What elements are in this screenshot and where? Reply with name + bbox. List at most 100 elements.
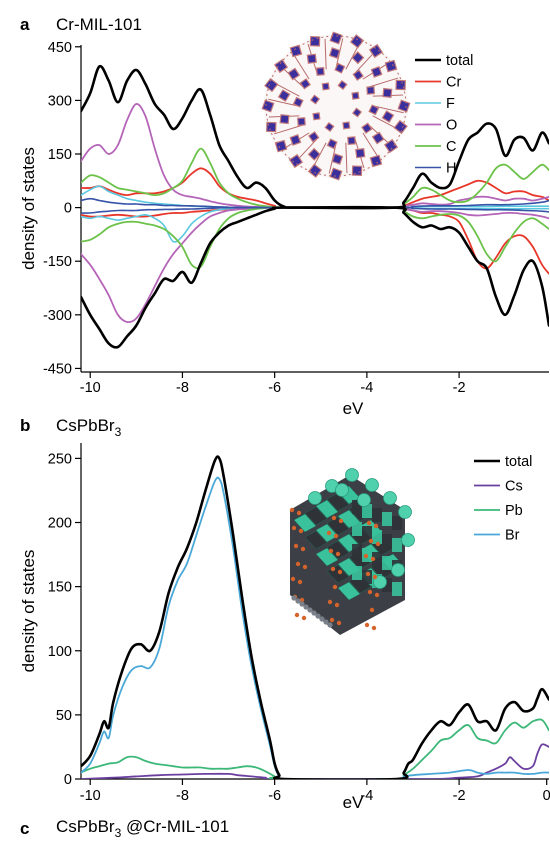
mof-node xyxy=(328,47,341,59)
x-tick-label: -2 xyxy=(453,380,466,396)
mof-linker xyxy=(373,105,404,114)
mof-node xyxy=(397,99,411,113)
br-atom xyxy=(290,576,296,582)
plot-area xyxy=(81,64,549,349)
y-tick-label: 250 xyxy=(48,451,72,467)
pb-atom xyxy=(291,595,297,601)
crystal-octahedron xyxy=(382,512,392,526)
br-atom xyxy=(296,510,302,516)
plot-area xyxy=(81,455,549,779)
x-tick-label: -10 xyxy=(80,380,101,396)
y-tick-label: 0 xyxy=(64,772,72,788)
cspbbr3-structure-image xyxy=(289,468,415,635)
br-atom xyxy=(297,579,303,585)
panel-a-title: Cr-MIL-101 xyxy=(56,15,142,34)
crystal-octahedron xyxy=(392,582,402,596)
br-atom xyxy=(369,607,375,613)
crystal-octahedron xyxy=(293,513,317,533)
br-atom xyxy=(289,507,295,513)
y-tick-label: 0 xyxy=(64,201,72,217)
mof-node xyxy=(351,51,365,65)
x-tick-label: -8 xyxy=(176,380,189,396)
y-tick-label: 200 xyxy=(48,516,72,532)
br-atom xyxy=(367,589,373,595)
mof-node xyxy=(321,82,330,91)
panel-a-letter: a xyxy=(20,15,30,34)
y-tick-label: 50 xyxy=(56,708,72,724)
mof-node xyxy=(347,136,356,146)
br-atom xyxy=(294,612,300,618)
br-atom xyxy=(326,530,332,536)
mof-node xyxy=(334,62,346,74)
mof-node xyxy=(297,117,306,126)
mof-node xyxy=(277,89,291,102)
pb-atom xyxy=(307,607,313,613)
br-atom xyxy=(372,574,378,580)
br-atom xyxy=(329,617,335,623)
br-atom xyxy=(300,546,306,552)
crystal-octahedron xyxy=(337,581,361,601)
crystal-octahedron xyxy=(352,522,362,536)
x-axis-label: eV xyxy=(343,793,364,812)
cs-atom xyxy=(357,493,371,507)
mof-linker xyxy=(368,77,399,88)
series-line-total-spin-down xyxy=(81,205,549,349)
y-tick-label: 100 xyxy=(48,644,72,660)
panel-c-title-main: CsPbBr xyxy=(56,817,115,836)
mof-node xyxy=(361,122,373,134)
mof-node xyxy=(288,153,304,169)
crystal-octahedron xyxy=(352,566,362,580)
y-tick-label: -450 xyxy=(43,361,72,377)
x-tick-label: -4 xyxy=(360,380,373,396)
x-tick-label: -2 xyxy=(453,788,466,804)
mof-node xyxy=(352,69,364,81)
mof-node xyxy=(337,79,348,91)
mof-node xyxy=(383,138,399,154)
mof-linker xyxy=(273,124,304,135)
mof-node xyxy=(342,121,351,130)
br-atom xyxy=(371,625,377,631)
x-tick-label: -10 xyxy=(80,788,101,804)
series-line-h-spin-down xyxy=(81,206,549,214)
legend: total Cs Pb Br xyxy=(474,454,532,544)
pb-atom xyxy=(295,598,301,604)
cs-atom xyxy=(398,505,412,519)
br-atom xyxy=(333,533,339,539)
crystal-octahedron xyxy=(362,504,372,518)
y-axis-label: density of states xyxy=(19,550,38,673)
mof-node xyxy=(370,66,383,78)
mof-linker xyxy=(362,132,380,159)
br-atom xyxy=(299,597,305,603)
crystal-octahedron xyxy=(362,526,372,540)
mof-node xyxy=(351,107,363,118)
pb-atom xyxy=(311,610,317,616)
panel-c-title-tail: @Cr-MIL-101 xyxy=(121,817,229,836)
br-atom xyxy=(328,548,334,554)
crystal-octahedron xyxy=(372,530,382,544)
series-line-h-spin-up xyxy=(81,197,549,209)
legend-label-total: total xyxy=(446,53,473,69)
crystal-octahedron xyxy=(382,578,392,592)
crystal-octahedron xyxy=(315,499,339,519)
cs-atom xyxy=(401,533,415,547)
crystal-octahedron xyxy=(382,556,392,570)
mof-linker xyxy=(345,142,348,174)
panel-b-title-sub: 3 xyxy=(115,425,122,439)
y-tick-label: -150 xyxy=(43,254,72,270)
pb-atom xyxy=(315,613,321,619)
mof-node xyxy=(312,112,321,121)
cs-atom xyxy=(391,563,405,577)
br-atom xyxy=(293,543,299,549)
mof-node xyxy=(292,96,304,108)
mof-node xyxy=(308,131,320,143)
crystal-octahedron xyxy=(392,516,402,530)
crystal-octahedron xyxy=(315,547,339,567)
mof-node xyxy=(331,153,344,165)
cs-atom xyxy=(335,483,349,497)
mof-node xyxy=(279,114,290,125)
legend-label-f: F xyxy=(446,96,455,112)
mof-node xyxy=(273,58,289,74)
crystal-octahedron xyxy=(326,492,350,512)
y-tick-label: 300 xyxy=(48,93,72,109)
